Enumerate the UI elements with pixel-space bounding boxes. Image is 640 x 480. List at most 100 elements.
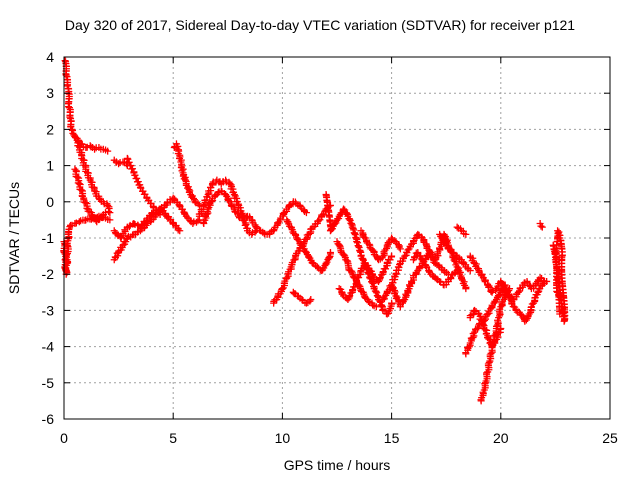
y-tick-label: -5	[42, 375, 55, 391]
data-point	[353, 238, 361, 246]
data-point-trace	[82, 199, 90, 207]
x-axis-ticks: 0 5 10 15 20 25	[60, 57, 618, 446]
data-point-trace	[174, 150, 182, 158]
data-point-trace	[441, 239, 449, 247]
y-tick-label: -4	[42, 339, 55, 355]
data-point-trace	[487, 349, 495, 357]
x-tick-label: 0	[60, 430, 68, 446]
series-s2	[60, 212, 114, 278]
series-s17	[335, 252, 396, 304]
data-point	[226, 180, 234, 188]
data-point-trace	[303, 231, 311, 239]
data-point	[322, 259, 330, 267]
data-point	[453, 223, 461, 231]
data-point	[551, 248, 559, 256]
data-point	[104, 201, 112, 209]
data-point-trace	[83, 204, 91, 212]
data-point	[538, 223, 546, 231]
series-s20	[379, 230, 470, 311]
data-point	[556, 310, 564, 318]
data-point-trace	[77, 186, 85, 194]
y-tick-label: -2	[42, 266, 55, 282]
data-point	[91, 145, 99, 153]
data-point-trace	[368, 278, 376, 286]
x-tick-label: 10	[275, 430, 291, 446]
data-point-trace	[522, 316, 530, 324]
data-point	[119, 241, 127, 249]
grid	[64, 57, 610, 419]
data-point-trace	[346, 215, 354, 223]
data-point	[396, 245, 404, 253]
x-tick-label: 15	[384, 430, 400, 446]
data-point	[462, 230, 470, 238]
data-point	[106, 209, 114, 217]
data-point-trace	[214, 189, 222, 197]
series-s24	[466, 252, 548, 304]
y-tick-label: 4	[46, 49, 54, 65]
data-point	[326, 248, 334, 256]
series-s25	[462, 281, 509, 358]
data-point-trace	[194, 200, 202, 208]
chart-title: Day 320 of 2017, Sidereal Day-to-day VTE…	[65, 17, 575, 33]
data-point-trace	[251, 228, 259, 236]
data-point-trace	[343, 209, 351, 217]
y-tick-label: 1	[46, 158, 54, 174]
data-point	[156, 210, 164, 218]
data-point	[471, 306, 479, 314]
data-point-trace	[307, 225, 315, 233]
data-point	[374, 277, 382, 285]
data-point	[204, 205, 212, 213]
data-point-trace	[384, 239, 392, 247]
series-s7	[110, 205, 184, 242]
series-s11	[199, 187, 310, 238]
series-s14	[283, 216, 334, 275]
data-point-trace	[459, 276, 467, 284]
data-point-trace	[537, 222, 545, 230]
data-point-trace	[451, 258, 459, 266]
series-s3	[71, 165, 109, 226]
series-s23	[453, 223, 470, 238]
data-point-trace	[208, 198, 216, 206]
data-point-trace	[498, 299, 506, 307]
series-s8	[123, 154, 164, 218]
series-s9	[170, 140, 203, 209]
data-point-trace	[383, 244, 391, 252]
y-tick-label: 0	[46, 194, 54, 210]
data-point	[130, 220, 138, 228]
data-point	[252, 223, 260, 231]
data-point	[414, 230, 422, 238]
data-point	[471, 259, 479, 267]
data-point	[75, 218, 83, 226]
data-point	[388, 299, 396, 307]
x-tick-label: 25	[602, 430, 618, 446]
data-point	[423, 252, 431, 260]
y-tick-label: 2	[46, 121, 54, 137]
series-s21	[409, 248, 461, 289]
data-point-trace	[396, 261, 404, 269]
data-point	[123, 234, 131, 242]
data-point	[176, 227, 184, 235]
data-point	[514, 288, 522, 296]
data-point-trace	[73, 173, 81, 181]
data-point-trace	[318, 211, 326, 219]
data-point-trace	[105, 208, 113, 216]
data-point-trace	[348, 220, 356, 228]
data-point-trace	[177, 164, 185, 172]
data-point-trace	[124, 155, 132, 163]
data-point-trace	[555, 228, 563, 236]
data-point-trace	[306, 297, 314, 305]
y-tick-label: 3	[46, 85, 54, 101]
data-point-trace	[469, 330, 477, 338]
series-s15	[322, 191, 396, 318]
series-s18	[357, 227, 404, 264]
data-point	[436, 277, 444, 285]
y-tick-label: -3	[42, 302, 55, 318]
data-point	[302, 209, 310, 217]
data-point-trace	[278, 285, 286, 293]
data-point	[388, 252, 396, 260]
series-s29	[536, 220, 546, 231]
data-point-trace	[369, 272, 377, 280]
data-point-trace	[338, 290, 346, 298]
data-points	[60, 57, 569, 405]
